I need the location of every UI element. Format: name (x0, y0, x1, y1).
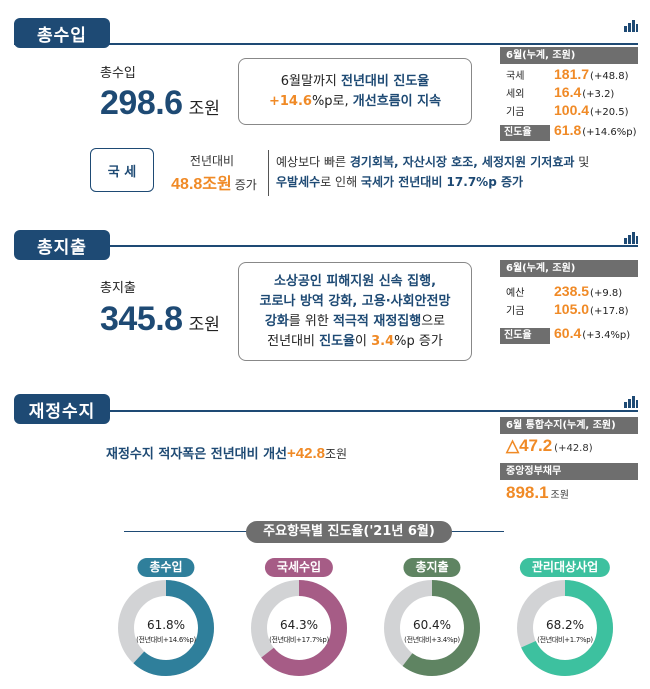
bar-chart-icon (624, 232, 638, 244)
donut-progress-arc (251, 580, 347, 676)
donut-change: (전년대비+3.4%p) (404, 636, 460, 644)
donut-chart (517, 580, 613, 676)
panel-header: 6월(누계, 조원) (500, 47, 638, 64)
panel-row: 기금 100.4 (+20.5) (506, 102, 629, 118)
donut-label: 총수입 (137, 558, 195, 577)
panel-row: 기금 105.0 (+17.8) (506, 301, 629, 317)
donut-progress-arc (384, 580, 480, 676)
donut-label: 총지출 (403, 558, 461, 577)
donut-percent: 68.2% (545, 618, 585, 632)
section-divider (14, 43, 638, 45)
donut-change: (전년대비+17.7%p) (269, 636, 329, 644)
donut-progress-arc (517, 580, 613, 676)
section-divider (14, 410, 638, 412)
panel-progress-row: 진도율(%) 61.8 (+14.6%p) (500, 122, 638, 154)
donut-progress-arc (118, 580, 214, 676)
expenditure-label: 총지출 (100, 281, 136, 296)
revenue-label: 총수입 (100, 66, 136, 81)
donut-change: (전년대비+14.6%p) (136, 636, 196, 644)
expenditure-note: 소상공인 피해지원 신속 집행, 코로나 방역 강화, 고용·사회안전망 강화를… (238, 262, 472, 361)
revenue-panel: 6월(누계, 조원) 국세 181.7 (+48.8) 세외 16.4 (+3.2) 기… (500, 47, 638, 154)
section-tab-expenditure: 총지출 (14, 230, 110, 260)
donut-label: 관리대상사업 (519, 558, 611, 577)
balance-text: 재정수지 적자폭은 전년대비 개선 +42.8 조원 (106, 445, 348, 462)
revenue-note: 6월말까지 전년대비 진도율 +14.6%p로, 개선흐름이 지속 (238, 58, 472, 125)
revenue-total: 298.6 조원 (100, 84, 220, 123)
section-tab-balance: 재정수지 (14, 394, 110, 424)
panel-row: 국세 181.7 (+48.8) (506, 66, 629, 82)
donut-chart (118, 580, 214, 676)
donut-change: (전년대비+1.7%p) (537, 636, 593, 644)
balance-panel: 6월 통합수지(누계, 조원) △47.2 (+42.8) 중앙정부채무 898… (500, 417, 638, 502)
expenditure-unit: 조원 (188, 315, 220, 335)
panel-header: 중앙정부채무 (500, 463, 638, 480)
tax-label: 전년대비 (189, 154, 235, 168)
section-divider (14, 245, 638, 247)
progress-title: 주요항목별 진도율('21년 6월) (246, 521, 452, 543)
donut-chart (251, 580, 347, 676)
vertical-divider (268, 150, 269, 196)
debt-value: 898.1 조원 (506, 483, 569, 502)
expenditure-panel: 6월(누계, 조원) 예산 238.5 (+9.8) 기금 105.0 (+17.8) … (500, 260, 638, 357)
panel-row: 세외 16.4 (+3.2) (506, 84, 615, 100)
donut-percent: 61.8% (146, 618, 186, 632)
revenue-unit: 조원 (188, 99, 220, 119)
panel-header: 6월 통합수지(누계, 조원) (500, 417, 638, 434)
donut-chart (384, 580, 480, 676)
panel-header: 6월(누계, 조원) (500, 260, 638, 277)
donut-percent: 64.3% (279, 618, 319, 632)
donut-label: 국세수입 (264, 558, 334, 577)
balance-value: △47.2 (+42.8) (506, 436, 593, 455)
expenditure-value: 345.8 (100, 300, 183, 338)
section-tab-revenue: 총수입 (14, 18, 110, 48)
donut-percent: 60.4% (412, 618, 452, 632)
bar-chart-icon (624, 396, 638, 408)
tax-description: 예상보다 빠른 경기회복, 자산시장 호조, 세정지원 기저효과 및 우발세수로… (276, 155, 590, 189)
expenditure-total: 345.8 조원 (100, 300, 220, 339)
tax-badge: 국 세 (90, 148, 154, 192)
bar-chart-icon (624, 20, 638, 32)
revenue-value: 298.6 (100, 84, 183, 122)
tax-increase: 48.8조원 증가 (171, 176, 257, 193)
panel-row: 예산 238.5 (+9.8) (506, 283, 623, 299)
panel-progress-row: 진도율(%) 60.4 (+3.4%p) (500, 325, 638, 357)
